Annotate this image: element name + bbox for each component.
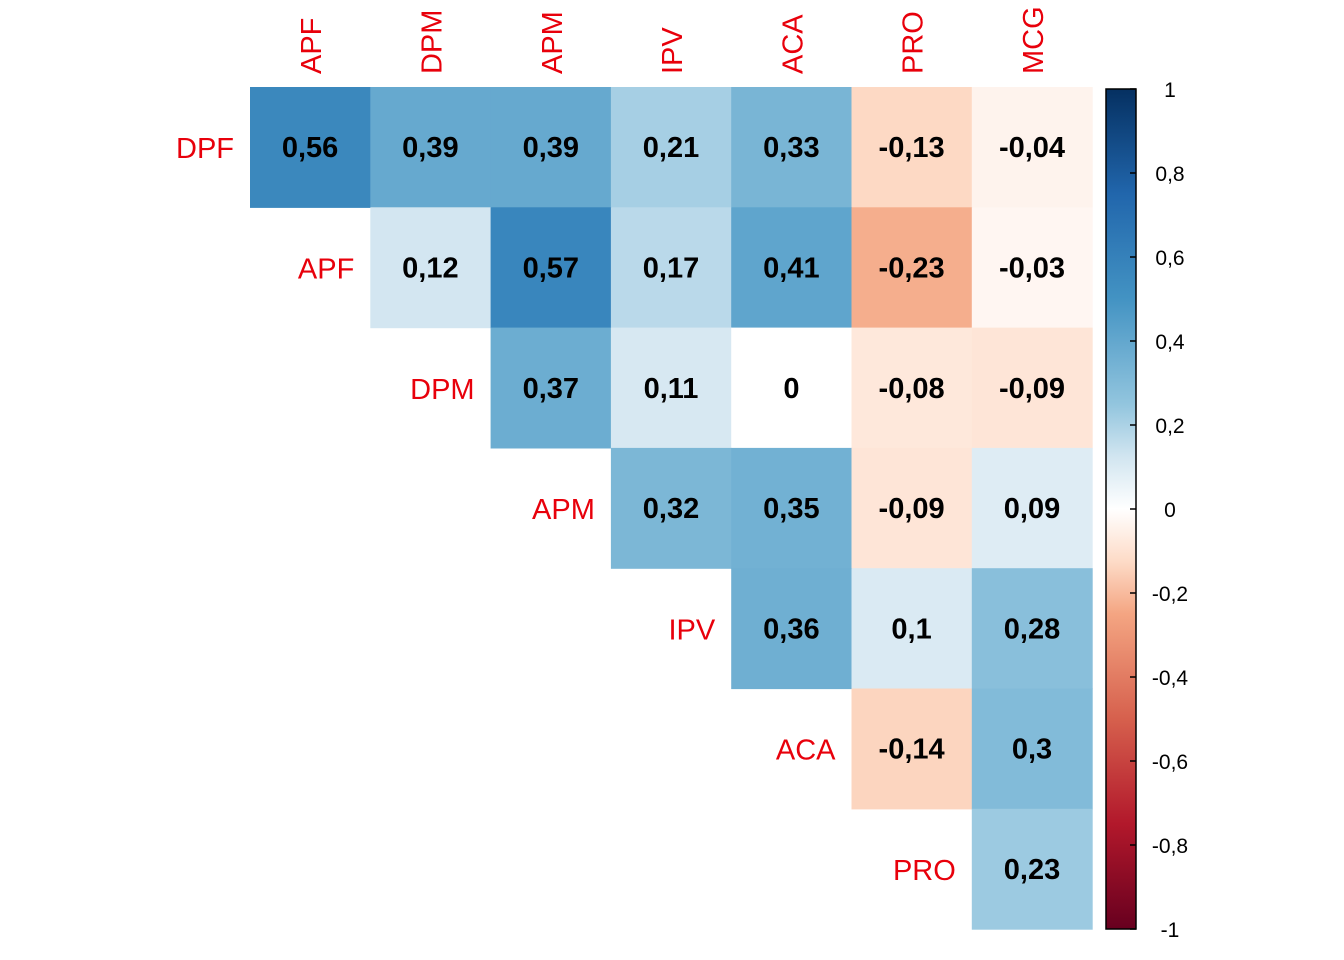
cell-value-label: -0,14 xyxy=(879,734,945,766)
cell-value-label: 0,35 xyxy=(763,493,819,525)
row-label: APM xyxy=(532,494,595,526)
cell-value-label: 0,32 xyxy=(643,493,699,525)
heatmap-cell xyxy=(851,87,973,208)
column-label: MCG xyxy=(1018,6,1050,74)
colorbar-tick-label: 0 xyxy=(1164,499,1176,522)
heatmap-cell xyxy=(610,207,732,329)
cell-value-label: 0,17 xyxy=(643,252,699,284)
cell-value-label: 0,3 xyxy=(1012,734,1052,766)
cell-value-label: 0,39 xyxy=(523,132,579,164)
column-label: APF xyxy=(296,18,328,74)
cell-value-label: -0,09 xyxy=(999,373,1065,405)
colorbar-tick-label: -0,8 xyxy=(1152,835,1188,858)
cell-value-label: 0,33 xyxy=(763,132,819,164)
colorbar-tick-label: -0,4 xyxy=(1152,667,1189,690)
column-labels: APF DPM APM IPV ACA PRO MCG xyxy=(296,6,1050,74)
column-label: ACA xyxy=(777,14,809,74)
heatmap-cell xyxy=(971,87,1093,208)
cell-value-label: 0,57 xyxy=(523,252,579,284)
cell-value-label: -0,03 xyxy=(999,252,1065,284)
heatmap-cell xyxy=(731,87,853,208)
heatmap-cell xyxy=(490,87,612,208)
cell-value-label: 0,36 xyxy=(763,613,819,645)
cell-value-label: 0,1 xyxy=(891,613,931,645)
colorbar-tick-label: -0,2 xyxy=(1152,583,1188,606)
colorbar-tick-label: -1 xyxy=(1161,919,1180,942)
cell-value-label: -0,09 xyxy=(879,493,945,525)
heatmap-cell xyxy=(370,87,492,208)
row-label: PRO xyxy=(893,855,956,887)
cell-value-label: 0 xyxy=(783,373,799,405)
cell-value-label: 0,28 xyxy=(1004,613,1060,645)
heatmap-cell xyxy=(731,207,853,329)
column-label: APM xyxy=(537,11,569,74)
colorbar-tick-label: 1 xyxy=(1164,79,1176,102)
heatmap-cells xyxy=(250,87,1093,930)
cell-value-label: 0,39 xyxy=(402,132,458,164)
heatmap-cell xyxy=(610,327,732,449)
cell-value-labels: 0,56 0,39 0,39 0,21 0,33 -0,13 -0,04 0,12 0,57 0,… xyxy=(282,132,1065,886)
heatmap-cell xyxy=(731,447,853,569)
heatmap-cell xyxy=(851,207,973,329)
heatmap-cell xyxy=(851,327,973,449)
cell-value-label: -0,23 xyxy=(879,252,945,284)
cell-value-label: 0,56 xyxy=(282,132,338,164)
cell-value-label: 0,11 xyxy=(644,373,699,405)
row-labels: DPF APF DPM APM IPV ACA PRO xyxy=(176,133,956,887)
row-label: DPM xyxy=(410,374,474,406)
heatmap-cell xyxy=(971,327,1093,449)
heatmap-cell xyxy=(971,688,1093,810)
colorbar-tick-label: 0,6 xyxy=(1155,247,1184,270)
colorbar-tick-label: 0,4 xyxy=(1155,331,1185,354)
row-label: DPF xyxy=(176,133,234,165)
heatmap-cell xyxy=(731,327,853,449)
heatmap-cell xyxy=(610,447,732,569)
colorbar: 1 0,8 0,6 0,4 0,2 0 -0,2 -0,4 -0,6 -0,8 -1 xyxy=(1105,79,1189,942)
colorbar-tick-label: 0,2 xyxy=(1155,415,1184,438)
heatmap-cell xyxy=(971,568,1093,690)
row-label: ACA xyxy=(776,735,836,767)
heatmap-cell xyxy=(490,327,612,449)
cell-value-label: 0,12 xyxy=(402,252,458,284)
heatmap-cell xyxy=(851,568,973,690)
heatmap-cell xyxy=(851,447,973,569)
cell-value-label: 0,21 xyxy=(643,132,699,164)
heatmap-cell xyxy=(370,207,492,329)
heatmap-cell xyxy=(851,688,973,810)
cell-value-label: 0,41 xyxy=(763,252,819,284)
colorbar-tick-label: 0,8 xyxy=(1155,163,1184,186)
colorbar-tick-label: -0,6 xyxy=(1152,751,1188,774)
row-label: APF xyxy=(298,253,354,285)
heatmap-cell xyxy=(971,808,1093,930)
cell-value-label: -0,08 xyxy=(879,373,945,405)
row-label: IPV xyxy=(668,614,715,646)
cell-value-label: 0,23 xyxy=(1004,854,1060,886)
cell-value-label: -0,13 xyxy=(879,132,945,164)
heatmap-cell xyxy=(490,207,612,329)
heatmap-cell xyxy=(610,87,732,208)
column-label: PRO xyxy=(898,11,930,74)
cell-value-label: -0,04 xyxy=(999,132,1065,164)
cell-value-label: 0,09 xyxy=(1004,493,1060,525)
heatmap-cell xyxy=(250,87,371,208)
heatmap-cell xyxy=(971,207,1093,329)
heatmap-cell xyxy=(971,447,1093,569)
column-label: IPV xyxy=(657,27,689,74)
column-label: DPM xyxy=(416,10,448,74)
cell-value-label: 0,37 xyxy=(523,373,579,405)
heatmap-cell xyxy=(731,568,853,690)
